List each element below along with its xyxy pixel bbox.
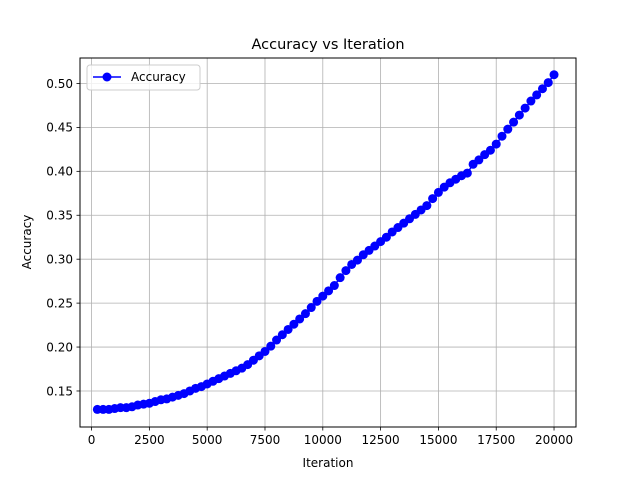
x-tick-label: 10000 bbox=[304, 433, 342, 447]
data-point bbox=[272, 335, 282, 345]
y-tick-label: 0.35 bbox=[46, 209, 73, 223]
x-tick-label: 0 bbox=[88, 433, 96, 447]
data-point bbox=[503, 124, 513, 134]
data-point bbox=[295, 314, 305, 324]
chart-title: Accuracy vs Iteration bbox=[251, 37, 404, 53]
data-point bbox=[532, 90, 542, 100]
plot-area-frame bbox=[79, 57, 577, 428]
x-tick-label: 2500 bbox=[134, 433, 165, 447]
data-point bbox=[277, 330, 287, 340]
legend-label-accuracy: Accuracy bbox=[131, 70, 186, 84]
data-point bbox=[283, 324, 293, 334]
data-point bbox=[549, 70, 559, 80]
legend: Accuracy bbox=[86, 64, 201, 91]
x-tick-label: 20000 bbox=[535, 433, 573, 447]
data-point bbox=[514, 110, 524, 120]
data-point bbox=[428, 194, 438, 204]
data-point bbox=[497, 131, 507, 141]
data-point bbox=[324, 286, 334, 296]
data-point bbox=[422, 201, 432, 211]
data-point bbox=[462, 168, 472, 178]
data-point bbox=[485, 145, 495, 155]
data-point bbox=[543, 78, 553, 88]
y-tick-label: 0.45 bbox=[46, 121, 73, 135]
y-tick-label: 0.15 bbox=[46, 384, 73, 398]
x-tick-label: 7500 bbox=[250, 433, 281, 447]
data-point bbox=[537, 84, 547, 94]
data-point bbox=[474, 155, 484, 165]
y-tick-label: 0.30 bbox=[46, 252, 73, 266]
x-tick-label: 5000 bbox=[192, 433, 223, 447]
y-tick-label: 0.50 bbox=[46, 77, 73, 91]
data-point bbox=[433, 187, 443, 197]
data-point bbox=[260, 346, 270, 356]
y-axis-label: Accuracy bbox=[20, 215, 34, 270]
data-point bbox=[526, 96, 536, 106]
data-point bbox=[300, 309, 310, 319]
data-point bbox=[318, 291, 328, 301]
y-axis: 0.15 0.20 0.25 0.30 0.35 0.40 0.45 0.50 bbox=[46, 77, 80, 398]
y-tick-label: 0.40 bbox=[46, 165, 73, 179]
data-point bbox=[335, 273, 345, 283]
data-point bbox=[509, 117, 519, 127]
y-tick-label: 0.20 bbox=[46, 340, 73, 354]
x-tick-label: 15000 bbox=[419, 433, 457, 447]
x-tick-label: 12500 bbox=[362, 433, 400, 447]
legend-box bbox=[86, 64, 201, 91]
x-axis-label: Iteration bbox=[303, 456, 354, 470]
grid bbox=[80, 58, 576, 427]
data-point bbox=[329, 281, 339, 291]
data-point bbox=[520, 103, 530, 113]
x-axis: 0 2500 5000 7500 10000 12500 15000 17500 20000 bbox=[88, 427, 573, 447]
data-point bbox=[306, 303, 316, 313]
data-point bbox=[312, 296, 322, 306]
data-point bbox=[352, 255, 362, 265]
data-point bbox=[341, 266, 351, 276]
data-point bbox=[266, 341, 276, 351]
legend-marker-swatch bbox=[102, 72, 112, 82]
data-point bbox=[491, 139, 501, 149]
x-tick-label: 17500 bbox=[477, 433, 515, 447]
data-point bbox=[289, 319, 299, 329]
series-layer bbox=[92, 70, 559, 414]
y-tick-label: 0.25 bbox=[46, 296, 73, 310]
data-point bbox=[381, 232, 391, 242]
